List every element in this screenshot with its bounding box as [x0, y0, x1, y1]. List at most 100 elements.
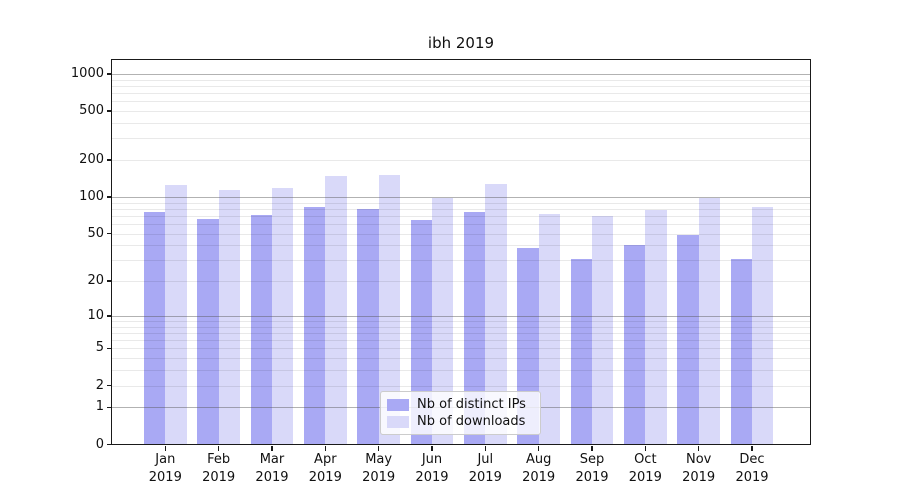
legend-label-distinct-ips: Nb of distinct IPs	[417, 397, 526, 412]
y-tick-mark	[106, 347, 112, 350]
bar-distinct-ips-apr	[304, 207, 326, 445]
bar-distinct-ips-oct	[624, 245, 646, 445]
x-tick-mark	[591, 446, 593, 451]
bar-downloads-oct	[645, 210, 667, 445]
bar-downloads-nov	[698, 197, 720, 445]
minor-gridline	[112, 385, 810, 387]
y-tick-label: 50	[87, 225, 104, 241]
bar-downloads-aug	[538, 214, 560, 445]
minor-gridline	[112, 281, 810, 283]
bar-distinct-ips-sep	[570, 258, 592, 445]
minor-gridline	[112, 160, 810, 162]
y-tick-mark	[106, 384, 112, 387]
minor-gridline	[112, 138, 810, 140]
bar-distinct-ips-jul	[464, 211, 486, 445]
bar-distinct-ips-mar	[250, 215, 272, 445]
minor-gridline	[112, 224, 810, 225]
y-tick-mark	[106, 443, 112, 446]
minor-gridline	[112, 340, 810, 342]
y-tick-label: 100	[79, 188, 104, 204]
y-tick-mark	[106, 232, 112, 235]
x-tick-mark	[751, 446, 753, 451]
minor-gridline	[112, 111, 810, 113]
x-tick-mark	[484, 446, 487, 451]
x-tick-mark	[271, 446, 273, 451]
legend-swatch-downloads	[387, 415, 409, 428]
minor-gridline	[112, 202, 810, 204]
x-tick-label: Sep 2019	[575, 452, 609, 485]
minor-gridline	[112, 358, 810, 360]
y-tick-label: 1000	[70, 65, 104, 81]
y-tick-label: 200	[79, 152, 104, 168]
bar-distinct-ips-dec	[730, 258, 752, 445]
bar-distinct-ips-feb	[197, 218, 219, 445]
chart-title: ibh 2019	[427, 34, 495, 52]
legend: Nb of distinct IPs Nb of downloads	[380, 391, 541, 435]
minor-gridline	[112, 93, 810, 95]
minor-gridline	[112, 348, 810, 350]
minor-gridline	[112, 333, 810, 334]
x-tick-mark	[431, 446, 433, 451]
x-tick-mark	[644, 446, 647, 451]
major-gridline	[112, 315, 810, 317]
y-tick-mark	[106, 73, 112, 75]
minor-gridline	[112, 326, 810, 328]
x-tick-mark	[164, 446, 167, 451]
bar-downloads-jan	[165, 184, 187, 445]
minor-gridline	[112, 370, 810, 372]
minor-gridline	[112, 233, 810, 235]
bar-downloads-jun	[431, 198, 454, 445]
legend-swatch-distinct-ips	[387, 398, 409, 411]
bar-distinct-ips-jun	[410, 219, 432, 445]
x-tick-label: Aug 2019	[522, 452, 556, 485]
major-gridline	[112, 73, 810, 75]
minor-gridline	[112, 321, 810, 322]
y-tick-mark	[106, 159, 112, 161]
x-tick-label: Jun 2019	[415, 452, 449, 485]
y-tick-mark	[106, 280, 112, 282]
y-tick-mark	[106, 406, 112, 409]
minor-gridline	[112, 260, 810, 262]
minor-gridline	[112, 123, 810, 124]
y-tick-label: 1	[95, 399, 104, 415]
bar-downloads-dec	[752, 207, 774, 445]
y-tick-mark	[106, 196, 112, 198]
x-tick-label: Jul 2019	[468, 452, 502, 485]
x-tick-label: Apr 2019	[308, 452, 342, 485]
bar-distinct-ips-jan	[144, 212, 166, 445]
y-tick-label: 5	[95, 340, 104, 356]
minor-gridline	[112, 215, 810, 217]
x-tick-mark	[217, 446, 220, 451]
minor-gridline	[112, 79, 810, 81]
minor-gridline	[112, 85, 810, 87]
bar-downloads-feb	[218, 190, 240, 445]
legend-item-distinct-ips: Nb of distinct IPs	[387, 397, 532, 412]
x-tick-label: Mar 2019	[255, 452, 289, 485]
y-tick-label: 500	[79, 103, 104, 119]
x-tick-label: Feb 2019	[202, 452, 236, 485]
x-tick-label: Jan 2019	[148, 452, 182, 485]
x-tick-label: Dec 2019	[735, 452, 769, 485]
y-tick-mark	[106, 315, 112, 317]
x-tick-mark	[324, 446, 327, 451]
bar-downloads-jul	[485, 183, 507, 445]
bar-distinct-ips-may	[357, 209, 379, 445]
x-tick-label: Oct 2019	[628, 452, 662, 485]
minor-gridline	[112, 208, 810, 210]
x-tick-mark	[537, 446, 540, 451]
y-tick-label: 0	[95, 436, 104, 452]
x-tick-mark	[377, 446, 380, 451]
bar-downloads-apr	[325, 176, 347, 445]
x-tick-label: May 2019	[362, 452, 396, 485]
bar-distinct-ips-nov	[677, 234, 699, 445]
major-gridline	[112, 197, 810, 198]
x-tick-mark	[697, 446, 700, 451]
y-tick-label: 2	[95, 377, 104, 393]
legend-item-downloads: Nb of downloads	[387, 414, 532, 429]
minor-gridline	[112, 101, 810, 103]
bar-downloads-may	[378, 175, 400, 445]
minor-gridline	[112, 245, 810, 247]
y-tick-label: 10	[87, 307, 104, 323]
legend-label-downloads: Nb of downloads	[417, 414, 526, 429]
